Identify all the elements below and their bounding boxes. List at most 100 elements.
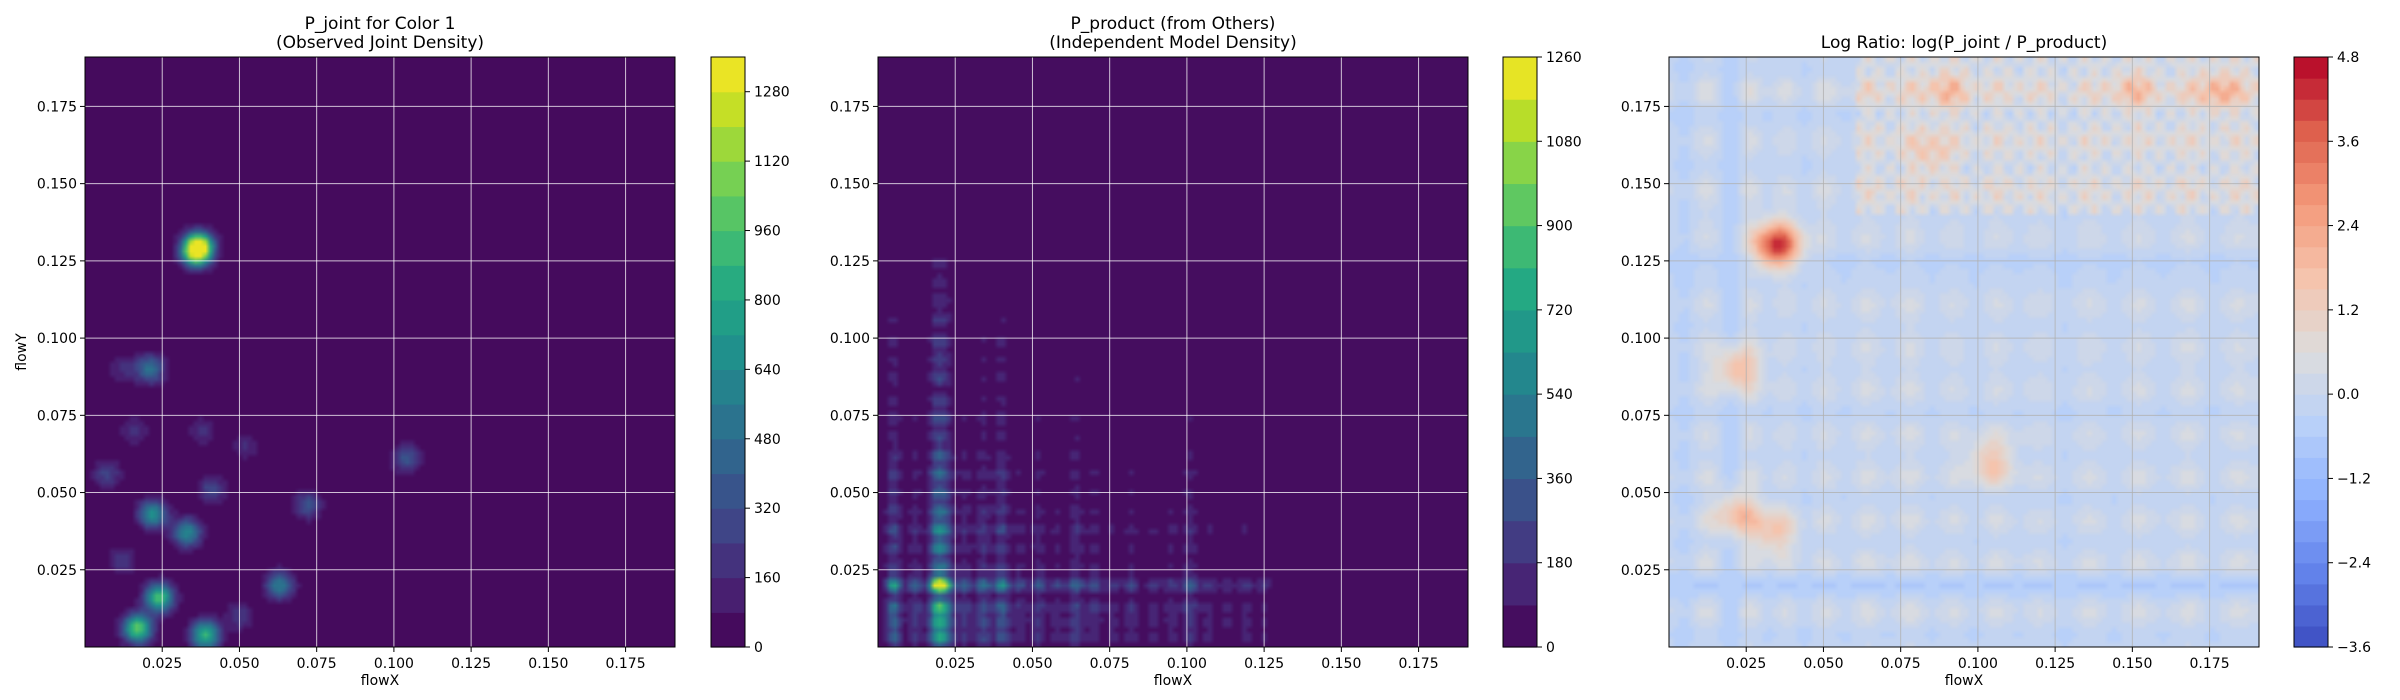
colorbar-level xyxy=(2294,141,2328,163)
panel-joint-density: P_joint for Color 1 (Observed Joint Dens… xyxy=(14,14,790,689)
colorbar-level xyxy=(711,404,745,440)
colorbar-level xyxy=(2294,604,2328,627)
y-tick-label: 0.075 xyxy=(37,408,77,424)
colorbar-level xyxy=(1503,604,1537,648)
colorbar-level xyxy=(2294,457,2328,480)
colorbar-level xyxy=(2294,436,2328,458)
colorbar-level xyxy=(711,299,745,336)
colorbar-tick-label: 800 xyxy=(754,293,781,309)
colorbar-level xyxy=(1503,309,1537,353)
colorbar-level xyxy=(2294,394,2328,416)
colorbar-level xyxy=(711,195,745,232)
colorbar-level xyxy=(711,161,745,197)
heatmap-image xyxy=(878,57,1468,647)
y-tick-label: 0.050 xyxy=(1621,486,1661,502)
panel-ratio-frame xyxy=(1668,56,2260,648)
colorbar-tick-label: 3.6 xyxy=(2337,134,2359,150)
y-tick-label: 0.100 xyxy=(1621,331,1661,347)
panel-ratio-xticks: 0.025 0.050 0.075 0.100 0.125 0.150 0.175 xyxy=(1726,647,2230,672)
colorbar-level xyxy=(2294,246,2328,269)
panel-joint-frame xyxy=(84,56,676,648)
y-tick-label: 0.025 xyxy=(37,563,77,579)
colorbar-level xyxy=(711,57,745,93)
colorbar-level xyxy=(2294,225,2328,248)
colorbar-level xyxy=(1503,562,1537,606)
x-tick-label: 0.150 xyxy=(1321,656,1361,672)
panel-joint-xticks: 0.025 0.050 0.075 0.100 0.125 0.150 0.175 xyxy=(142,647,646,672)
x-tick-label: 0.150 xyxy=(2112,656,2152,672)
colorbar-level xyxy=(2294,499,2328,522)
panel-ratio-colorbar: −3.6 −2.4 −1.2 0.0 1.2 2.4 3.6 4.8 xyxy=(2293,50,2371,656)
colorbar-tick-label: 1260 xyxy=(1546,50,1582,66)
panel-ratio-yticks: 0.025 0.050 0.075 0.100 0.125 0.150 0.175 xyxy=(1621,99,1669,579)
colorbar-level xyxy=(1503,436,1537,480)
colorbar-tick-label: 900 xyxy=(1546,219,1573,235)
panel-product-xlabel: flowX xyxy=(1154,673,1193,689)
colorbar-level xyxy=(2294,99,2328,121)
colorbar-level xyxy=(1503,478,1537,522)
panel-joint-heatmap xyxy=(85,57,675,647)
colorbar-frame xyxy=(2293,56,2329,648)
colorbar-level xyxy=(1503,225,1537,269)
colorbar-tick-label: 960 xyxy=(754,224,781,240)
panel-joint-grid xyxy=(85,57,675,647)
panel-joint-xlabel: flowX xyxy=(361,673,400,689)
colorbar-level xyxy=(2294,625,2328,648)
colorbar-tick-label: 4.8 xyxy=(2337,50,2359,66)
colorbar-tick-label: 360 xyxy=(1546,471,1573,487)
colorbar-level xyxy=(1503,183,1537,227)
panel-joint-title-line1: P_joint for Color 1 xyxy=(305,14,456,34)
colorbar-tick-label: 0.0 xyxy=(2337,387,2359,403)
colorbar-tick-label: −3.6 xyxy=(2337,640,2371,656)
colorbar-tick-label: 320 xyxy=(754,501,781,517)
heatmap-image xyxy=(85,57,675,647)
colorbar-level xyxy=(1503,352,1537,395)
colorbar-tick-label: 0 xyxy=(754,640,763,656)
panel-product-frame xyxy=(877,56,1469,648)
y-tick-label: 0.100 xyxy=(37,331,77,347)
colorbar-tick-label: 160 xyxy=(754,571,781,587)
colorbar-level xyxy=(2294,415,2328,437)
colorbar-tick-label: 720 xyxy=(1546,303,1573,319)
colorbar-level xyxy=(2294,478,2328,501)
colorbar-level xyxy=(2294,204,2328,227)
colorbar-tick-label: 1280 xyxy=(754,85,790,101)
y-tick-label: 0.050 xyxy=(37,486,77,502)
colorbar-level xyxy=(2294,309,2328,332)
x-tick-label: 0.075 xyxy=(297,656,337,672)
colorbar-level xyxy=(2294,562,2328,585)
colorbar-level xyxy=(2294,120,2328,142)
colorbar-level xyxy=(1503,267,1537,311)
y-tick-label: 0.075 xyxy=(1621,408,1661,424)
y-tick-label: 0.075 xyxy=(830,408,870,424)
colorbar-tick-label: −1.2 xyxy=(2337,471,2371,487)
colorbar-level xyxy=(711,542,745,579)
colorbar-level xyxy=(711,473,745,509)
colorbar-level xyxy=(2294,520,2328,543)
colorbar-level xyxy=(711,334,745,370)
colorbar-level xyxy=(711,91,745,128)
x-tick-label: 0.025 xyxy=(142,656,182,672)
y-tick-label: 0.175 xyxy=(830,99,870,115)
colorbar-level xyxy=(711,612,745,648)
panel-product-density: P_product (from Others) (Independent Mod… xyxy=(830,14,1582,689)
y-tick-label: 0.150 xyxy=(37,177,77,193)
colorbar-level xyxy=(711,438,745,475)
colorbar-tick-label: 1120 xyxy=(754,154,790,170)
panel-log-ratio: Log Ratio: log(P_joint / P_product) 0.02… xyxy=(1621,33,2371,689)
colorbar-level xyxy=(711,508,745,544)
x-tick-label: 0.125 xyxy=(2035,656,2075,672)
colorbar-level xyxy=(2294,541,2328,564)
panel-product-heatmap xyxy=(878,57,1468,647)
colorbar-tick-label: 640 xyxy=(754,362,781,378)
x-tick-label: 0.150 xyxy=(528,656,568,672)
y-tick-label: 0.125 xyxy=(37,254,77,270)
y-tick-label: 0.125 xyxy=(830,254,870,270)
panel-ratio-xlabel: flowX xyxy=(1945,673,1984,689)
y-tick-label: 0.175 xyxy=(1621,99,1661,115)
panel-product-colorbar: 0 180 360 540 720 900 1080 1260 xyxy=(1502,50,1582,656)
panel-product-yticks: 0.025 0.050 0.075 0.100 0.125 0.150 0.175 xyxy=(830,99,878,579)
heatmap-image xyxy=(1669,57,2259,647)
colorbar-level xyxy=(1503,141,1537,185)
